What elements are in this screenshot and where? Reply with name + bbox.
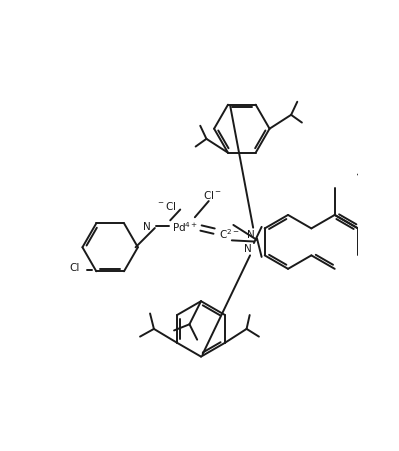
Text: N: N [244, 243, 252, 253]
Text: C$^{2-}$: C$^{2-}$ [219, 226, 240, 240]
Text: Cl$^-$: Cl$^-$ [203, 189, 222, 201]
Text: N: N [143, 222, 151, 232]
Text: Cl: Cl [69, 263, 80, 273]
Text: $^-$Cl: $^-$Cl [156, 199, 177, 212]
Text: Pd$^{4+}$: Pd$^{4+}$ [172, 220, 199, 234]
Text: N: N [247, 229, 255, 239]
